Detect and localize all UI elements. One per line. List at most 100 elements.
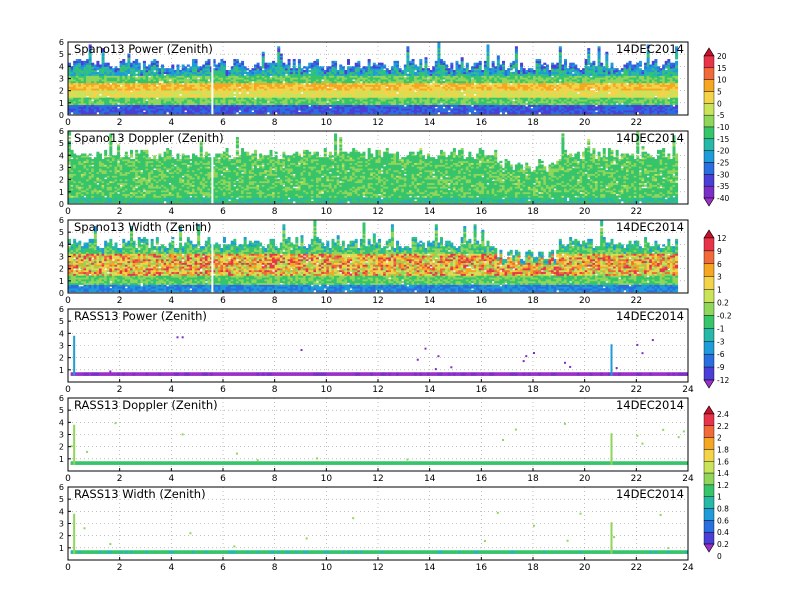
cell — [88, 73, 92, 76]
cell — [181, 79, 185, 82]
cell — [132, 95, 136, 98]
cell — [192, 88, 195, 91]
cell — [75, 62, 79, 65]
cell — [173, 110, 177, 113]
cell — [140, 86, 144, 89]
cell — [93, 69, 97, 73]
cell — [99, 108, 102, 111]
cell — [140, 84, 144, 87]
cell — [163, 102, 167, 106]
cell — [496, 55, 500, 58]
cell — [473, 111, 477, 115]
cell — [189, 110, 193, 113]
cell — [155, 75, 159, 78]
cell — [140, 104, 144, 107]
cell — [86, 77, 90, 80]
cell — [525, 106, 529, 109]
cell — [70, 86, 74, 89]
cell — [140, 93, 144, 96]
cell — [155, 95, 159, 98]
cell — [197, 79, 201, 82]
cell — [86, 111, 90, 115]
cell — [70, 108, 74, 111]
cell — [145, 84, 149, 87]
cell — [137, 95, 141, 98]
cell — [150, 106, 154, 109]
cell — [68, 66, 71, 69]
cell — [78, 68, 82, 71]
cell — [184, 69, 188, 73]
cell — [525, 69, 529, 73]
cell — [137, 104, 141, 107]
cell — [99, 79, 102, 82]
cell — [101, 66, 105, 69]
cell — [142, 71, 146, 75]
cell — [181, 106, 185, 109]
cell — [155, 111, 159, 115]
cell — [75, 77, 79, 80]
cell — [135, 86, 139, 89]
cell — [106, 79, 110, 82]
cell — [96, 99, 100, 102]
cell — [171, 102, 175, 106]
cell — [122, 101, 126, 104]
cell — [117, 80, 121, 84]
cell — [91, 111, 95, 115]
cell — [101, 77, 105, 80]
cell — [140, 79, 144, 82]
cell — [101, 48, 105, 51]
cell — [111, 90, 115, 93]
cell — [99, 84, 102, 87]
cell — [106, 97, 110, 100]
cell — [104, 102, 108, 106]
cell — [173, 88, 177, 91]
cell — [499, 64, 503, 67]
cell — [117, 69, 121, 73]
cell — [142, 91, 146, 95]
cell — [93, 111, 97, 115]
cell — [106, 99, 110, 102]
cell — [176, 66, 180, 69]
cell — [111, 93, 115, 96]
cell — [75, 84, 79, 87]
cell — [192, 99, 195, 102]
cell — [93, 71, 97, 75]
cell — [199, 66, 203, 69]
cell — [96, 97, 100, 100]
cell — [73, 104, 77, 107]
cell — [176, 88, 180, 91]
cell — [176, 69, 180, 73]
cell — [241, 60, 245, 64]
cell — [119, 108, 123, 111]
cell — [96, 66, 100, 69]
cell — [111, 101, 115, 104]
cell — [192, 62, 195, 65]
cell — [179, 69, 183, 73]
cell — [194, 99, 198, 102]
cell — [512, 71, 516, 75]
cell — [93, 95, 97, 98]
cell — [73, 106, 77, 109]
cell — [99, 86, 102, 89]
cell — [101, 59, 105, 62]
cell — [104, 82, 108, 85]
cell — [75, 110, 79, 113]
cell — [86, 91, 90, 95]
cell — [161, 91, 164, 95]
cell — [130, 111, 133, 115]
cell — [137, 73, 141, 76]
cell — [189, 71, 193, 75]
cell — [137, 93, 141, 96]
cell — [189, 111, 193, 115]
cell — [86, 99, 90, 102]
cell — [161, 69, 164, 73]
cell — [491, 60, 495, 64]
cell — [83, 108, 87, 111]
cell — [192, 106, 195, 109]
cell — [189, 69, 193, 73]
cell — [68, 102, 71, 106]
cell — [388, 69, 392, 73]
cell — [148, 97, 152, 100]
cell — [101, 93, 105, 96]
